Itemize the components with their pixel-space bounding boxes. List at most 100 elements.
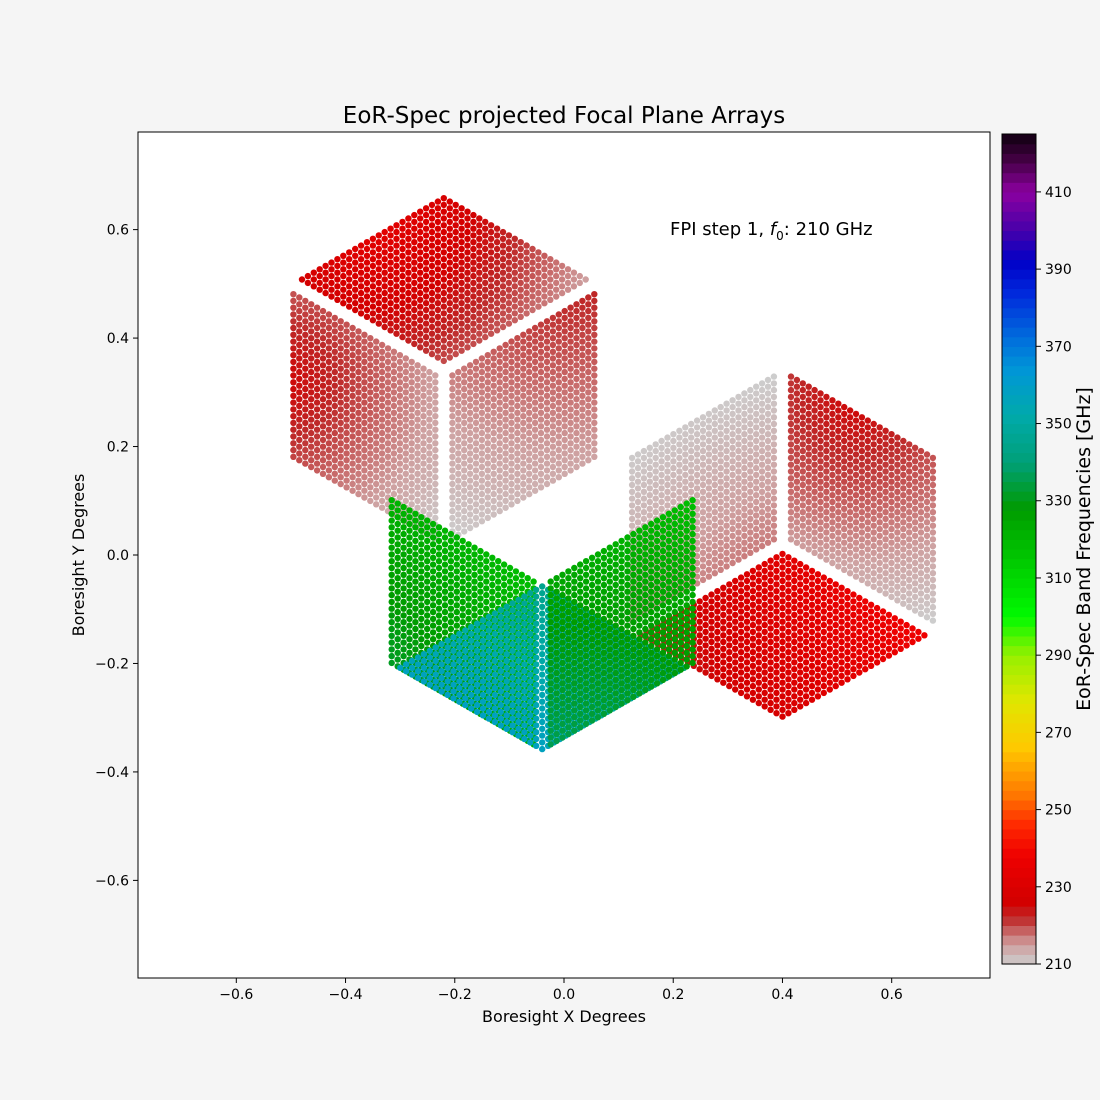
detector — [461, 521, 468, 528]
detector — [664, 454, 671, 462]
detector — [331, 355, 338, 362]
detector — [497, 681, 504, 688]
detector — [858, 441, 866, 448]
detector — [334, 269, 341, 276]
detector — [846, 434, 854, 441]
detector — [814, 611, 822, 619]
detector — [858, 427, 866, 434]
detector — [787, 536, 795, 543]
detector — [705, 431, 713, 438]
detector — [517, 245, 524, 253]
detector — [497, 613, 504, 621]
detector — [387, 225, 394, 232]
detector — [797, 621, 804, 629]
detector — [331, 416, 338, 423]
detector — [420, 460, 427, 467]
detector — [466, 429, 474, 437]
detector — [502, 389, 509, 396]
detector — [758, 454, 766, 462]
detector — [539, 725, 546, 732]
detector — [420, 467, 427, 474]
detector — [894, 597, 901, 604]
detector — [412, 530, 419, 538]
detector — [585, 375, 592, 383]
detector — [729, 410, 736, 418]
detector-arrays — [290, 195, 937, 753]
detector — [355, 443, 362, 450]
detector — [479, 651, 487, 658]
detector — [384, 392, 392, 399]
detector — [533, 600, 540, 607]
detector — [811, 407, 818, 414]
detector — [340, 300, 347, 307]
detector — [923, 553, 931, 560]
detector — [829, 532, 836, 540]
detector — [555, 385, 562, 393]
detector — [509, 613, 516, 621]
detector — [313, 372, 321, 379]
detector — [841, 431, 848, 438]
detector — [482, 259, 489, 266]
detector — [773, 574, 780, 581]
detector — [337, 440, 344, 447]
detector — [676, 441, 683, 448]
detector — [337, 480, 344, 488]
detector — [791, 571, 798, 578]
detector — [741, 390, 748, 397]
detector — [573, 436, 580, 444]
detector — [521, 661, 528, 668]
detector — [456, 684, 463, 692]
detector — [802, 571, 810, 578]
detector — [864, 458, 871, 465]
detector — [390, 389, 398, 396]
detector — [802, 625, 810, 632]
detector — [797, 615, 804, 622]
detector — [547, 283, 554, 290]
detector — [820, 669, 827, 676]
detector — [363, 313, 371, 320]
detector — [455, 402, 462, 410]
detector — [894, 576, 901, 584]
detector — [864, 553, 871, 560]
detector — [428, 344, 436, 351]
detector — [888, 559, 895, 567]
detector — [879, 621, 887, 629]
detector — [923, 580, 931, 587]
detector — [367, 375, 374, 383]
detector — [455, 429, 462, 437]
detector — [814, 598, 822, 605]
detector — [747, 495, 754, 502]
detector — [676, 481, 683, 489]
detector — [434, 211, 442, 219]
detector — [455, 389, 462, 396]
detector — [520, 399, 527, 406]
detector — [343, 429, 350, 437]
detector — [343, 321, 350, 328]
detector — [814, 659, 822, 666]
detector — [505, 272, 513, 280]
detector — [319, 463, 327, 471]
detector — [325, 352, 333, 359]
detector — [378, 450, 386, 457]
detector — [797, 676, 804, 683]
detector — [699, 576, 707, 584]
detector — [676, 427, 683, 434]
detector — [838, 652, 845, 659]
detector — [817, 478, 824, 485]
detector — [461, 372, 468, 379]
detector — [543, 419, 551, 427]
detector — [346, 262, 353, 270]
detector — [858, 549, 866, 556]
detector — [508, 467, 515, 474]
detector — [402, 368, 409, 376]
detector — [373, 345, 380, 352]
detector — [732, 652, 739, 659]
detector — [808, 682, 816, 690]
detector — [811, 515, 818, 523]
detector — [517, 306, 524, 314]
detector — [670, 498, 677, 506]
detector — [449, 419, 456, 427]
detector — [464, 262, 471, 270]
detector — [478, 362, 486, 369]
detector — [302, 446, 309, 454]
